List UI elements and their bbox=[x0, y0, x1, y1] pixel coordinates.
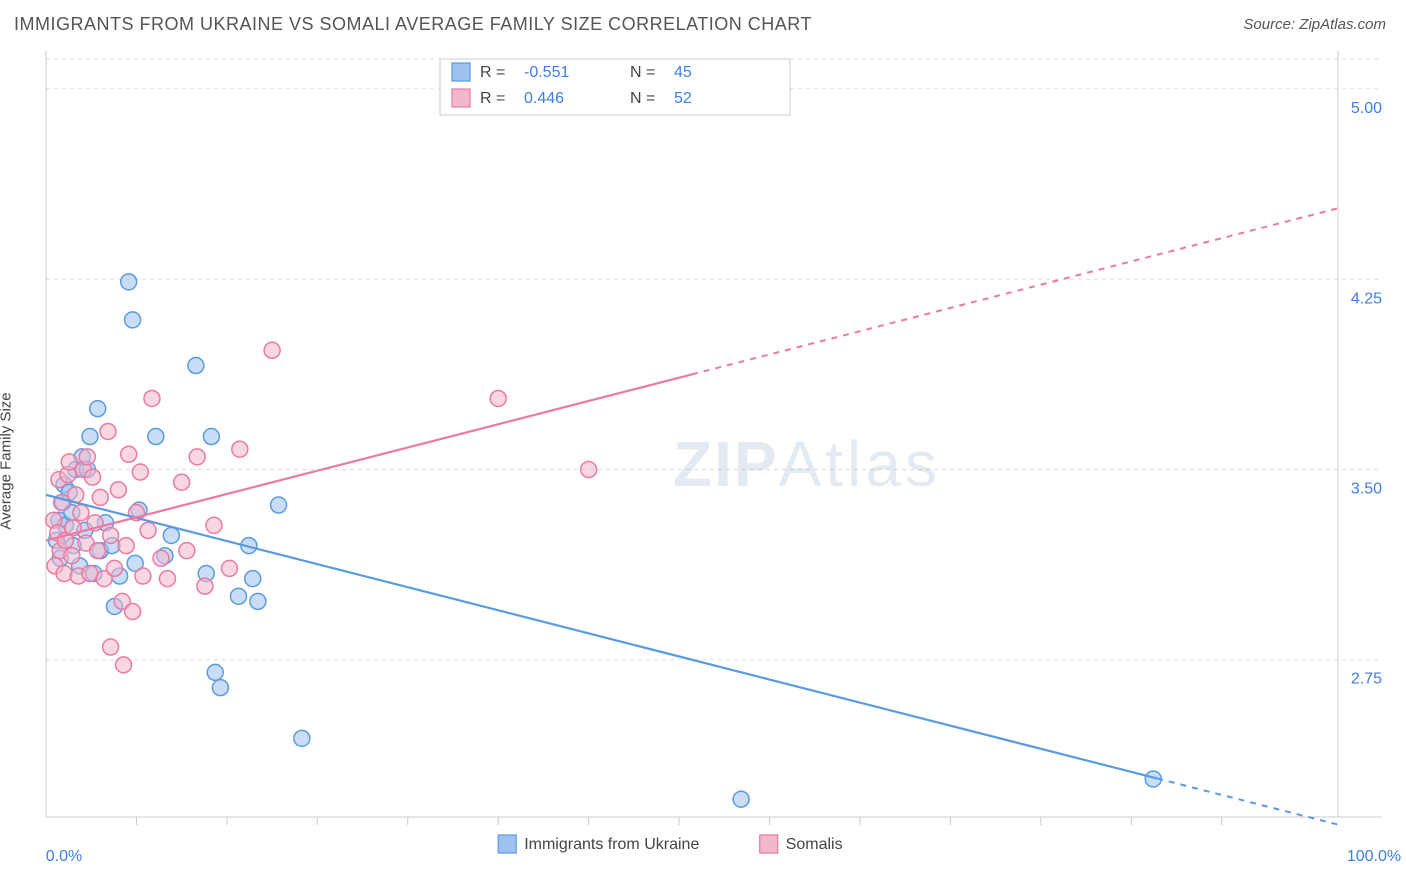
legend-swatch bbox=[452, 89, 470, 107]
legend-swatch bbox=[498, 835, 516, 853]
legend-r-label: R = bbox=[480, 90, 505, 107]
data-point bbox=[163, 527, 179, 543]
data-point bbox=[106, 560, 122, 576]
y-tick-label: 2.75 bbox=[1351, 671, 1382, 688]
data-point bbox=[140, 522, 156, 538]
trend-line-extrapolated bbox=[692, 208, 1338, 374]
data-point bbox=[92, 489, 108, 505]
trend-line-extrapolated bbox=[1157, 778, 1338, 824]
data-point bbox=[121, 274, 137, 290]
legend-r-value: 0.446 bbox=[524, 90, 564, 107]
watermark: ZIPAtlas bbox=[673, 428, 941, 500]
data-point bbox=[232, 441, 248, 457]
trend-line bbox=[46, 495, 1157, 779]
data-point bbox=[90, 401, 106, 417]
data-point bbox=[64, 548, 80, 564]
data-point bbox=[79, 449, 95, 465]
legend-n-value: 45 bbox=[674, 64, 692, 81]
data-point bbox=[121, 446, 137, 462]
data-point bbox=[144, 390, 160, 406]
data-point bbox=[116, 657, 132, 673]
data-point bbox=[231, 588, 247, 604]
legend-r-label: R = bbox=[480, 64, 505, 81]
y-axis-label: Average Family Size bbox=[0, 392, 15, 529]
data-point bbox=[148, 429, 164, 445]
data-point bbox=[61, 454, 77, 470]
legend-n-value: 52 bbox=[674, 90, 692, 107]
data-point bbox=[82, 429, 98, 445]
source-prefix: Source: bbox=[1243, 16, 1299, 33]
data-point bbox=[294, 730, 310, 746]
header: IMMIGRANTS FROM UKRAINE VS SOMALI AVERAG… bbox=[0, 0, 1406, 41]
legend-series-label: Immigrants from Ukraine bbox=[524, 836, 699, 853]
data-point bbox=[188, 358, 204, 374]
legend-r-value: -0.551 bbox=[524, 64, 569, 81]
data-point bbox=[206, 517, 222, 533]
data-point bbox=[733, 791, 749, 807]
data-point bbox=[250, 593, 266, 609]
data-point bbox=[103, 527, 119, 543]
trend-line bbox=[46, 374, 692, 540]
data-point bbox=[85, 469, 101, 485]
legend-n-label: N = bbox=[630, 90, 655, 107]
y-tick-label: 5.00 bbox=[1351, 100, 1382, 117]
data-point bbox=[212, 680, 228, 696]
data-point bbox=[103, 639, 119, 655]
y-tick-label: 3.50 bbox=[1351, 481, 1382, 498]
data-point bbox=[90, 543, 106, 559]
data-point bbox=[125, 312, 141, 328]
x-tick-label: 100.0% bbox=[1347, 848, 1401, 865]
data-point bbox=[100, 423, 116, 439]
x-tick-label: 0.0% bbox=[46, 848, 82, 865]
scatter-chart: 2.75 3.50 4.25 5.00 0.0% 100.0% ZIPAtlas R = -0.… bbox=[0, 41, 1406, 881]
data-point bbox=[73, 505, 89, 521]
data-point bbox=[179, 543, 195, 559]
data-point bbox=[125, 604, 141, 620]
data-point bbox=[174, 474, 190, 490]
legend-swatch bbox=[760, 835, 778, 853]
data-point bbox=[189, 449, 205, 465]
source-link[interactable]: ZipAtlas.com bbox=[1299, 16, 1386, 33]
data-point bbox=[581, 462, 597, 478]
data-point bbox=[264, 342, 280, 358]
source-label: Source: ZipAtlas.com bbox=[1243, 16, 1386, 33]
data-point bbox=[159, 571, 175, 587]
chart-container: Average Family Size 2.75 3.50 4.25 5.00 0.0%… bbox=[0, 41, 1406, 881]
data-point bbox=[245, 571, 261, 587]
data-point bbox=[56, 566, 72, 582]
data-point bbox=[207, 664, 223, 680]
data-point bbox=[221, 560, 237, 576]
legend-series-label: Somalis bbox=[786, 836, 843, 853]
data-point bbox=[110, 482, 126, 498]
legend-swatch bbox=[452, 63, 470, 81]
y-tick-label: 4.25 bbox=[1351, 290, 1382, 307]
data-point bbox=[132, 464, 148, 480]
page-title: IMMIGRANTS FROM UKRAINE VS SOMALI AVERAG… bbox=[14, 14, 812, 35]
legend-n-label: N = bbox=[630, 64, 655, 81]
data-point bbox=[197, 578, 213, 594]
data-point bbox=[203, 429, 219, 445]
data-point bbox=[118, 538, 134, 554]
data-point bbox=[271, 497, 287, 513]
data-point bbox=[490, 390, 506, 406]
data-point bbox=[135, 568, 151, 584]
data-point bbox=[153, 550, 169, 566]
